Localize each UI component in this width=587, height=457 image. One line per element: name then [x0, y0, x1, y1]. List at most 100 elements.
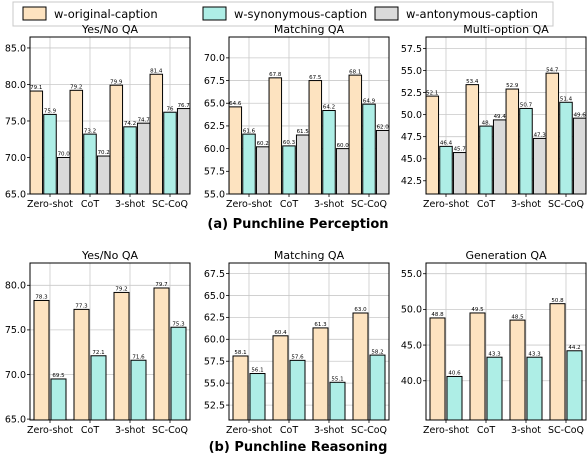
chart-panel-4: 65.0 70.0 75.0 80.0 78.3 69.5 Zero-shot 77.3 72.…	[5, 249, 191, 436]
data-label-2-1: 69.5	[52, 373, 65, 379]
x-tick-label: CoT	[477, 425, 495, 436]
legend-frame	[12, 1, 554, 27]
y-tick-label: 55.0	[401, 269, 422, 280]
bar-2-3	[329, 381, 346, 421]
axes-frame	[29, 262, 191, 421]
data-label-3-3: 60.0	[337, 143, 350, 149]
y-tick-label: 60.0	[204, 144, 225, 155]
data-label-2-3: 71.6	[132, 354, 145, 360]
data-label-3-3: 74.7	[138, 117, 151, 123]
bar-2-4	[362, 103, 376, 195]
data-label-2-4: 58.2	[371, 349, 383, 355]
chart-title: Yes/No QA	[81, 249, 139, 262]
data-label-1-1: 64.6	[229, 101, 242, 107]
data-label-2-4: 75.3	[172, 321, 185, 327]
data-label-1-4: 79.7	[155, 282, 168, 288]
bar-1-3	[509, 319, 526, 421]
data-label-2-4: 44.2	[568, 345, 580, 351]
data-label-2-1: 56.1	[251, 368, 263, 374]
x-tick-label: CoT	[81, 425, 99, 436]
x-tick-label: Zero-shot	[226, 425, 272, 436]
data-label-1-2: 79.2	[70, 85, 82, 91]
data-label-2-3: 55.1	[331, 376, 343, 382]
axes-frame	[228, 262, 390, 421]
y-tick-label: 65.0	[5, 189, 26, 200]
data-label-2-2: 72.1	[92, 350, 104, 356]
data-label-2-4: 51.4	[560, 96, 573, 102]
data-label-2-2: 43.3	[488, 351, 501, 357]
chart-panel-6: 40.0 45.0 50.0 55.0 48.8 40.6 Zero-shot 49.5 43.…	[401, 249, 587, 436]
bar-1-1	[228, 106, 243, 195]
y-tick-label: 55.0	[204, 189, 225, 200]
y-tick-label: 60.0	[204, 335, 225, 346]
data-label-2-1: 40.6	[448, 371, 461, 377]
y-tick-label: 47.5	[401, 132, 422, 143]
bar-3-2	[295, 134, 310, 195]
bar-2-1	[242, 133, 256, 195]
bar-3-1	[255, 146, 270, 195]
x-tick-label: CoT	[280, 199, 298, 210]
bar-2-1	[43, 113, 57, 195]
bar-2-4	[163, 111, 177, 195]
data-label-1-3: 61.3	[314, 322, 327, 328]
axes-frame	[29, 36, 191, 195]
data-label-3-2: 49.4	[494, 114, 507, 120]
bar-1-2	[469, 312, 486, 421]
axes-frame	[228, 36, 390, 195]
data-label-2-3: 74.2	[124, 121, 136, 127]
data-label-1-4: 50.8	[551, 298, 564, 304]
chart-title: Yes/No QA	[81, 23, 139, 36]
bar-1-2	[272, 335, 289, 421]
x-tick-label: SC-CoQ	[152, 199, 188, 210]
y-tick-label: 50.0	[401, 305, 422, 316]
y-tick-label: 85.0	[5, 43, 26, 54]
y-tick-label: 70.0	[204, 53, 225, 64]
bar-2-3	[123, 126, 137, 195]
y-tick-label: 62.5	[204, 313, 225, 324]
x-tick-label: 3-shot	[314, 425, 344, 436]
y-tick-label: 67.5	[204, 76, 225, 87]
bar-3-4	[176, 108, 191, 195]
y-tick-label: 57.5	[401, 44, 422, 55]
x-tick-label: 3-shot	[314, 199, 344, 210]
y-tick-label: 45.0	[401, 154, 422, 165]
data-label-2-4: 64.9	[363, 98, 376, 104]
bar-3-3	[136, 122, 151, 195]
y-tick-label: 80.0	[5, 281, 26, 292]
bar-2-1	[446, 375, 463, 421]
data-label-1-3: 79.9	[110, 79, 123, 85]
y-tick-label: 65.0	[204, 99, 225, 110]
bar-3-1	[56, 156, 71, 195]
y-tick-label: 50.0	[401, 110, 422, 121]
y-tick-label: 80.0	[5, 80, 26, 91]
y-tick-label: 52.5	[401, 88, 422, 99]
bar-2-4	[369, 354, 386, 421]
data-label-1-2: 53.4	[466, 79, 479, 85]
bar-1-1	[425, 95, 440, 195]
data-label-1-2: 60.4	[274, 330, 287, 336]
bar-2-2	[282, 145, 296, 195]
data-label-1-2: 49.5	[471, 307, 484, 313]
data-label-1-4: 81.4	[150, 68, 163, 74]
data-label-3-2: 70.2	[98, 150, 110, 156]
chart-panel-5: 52.5 55.0 57.5 60.0 62.5 65.0 67.5 58.1 56.1 Zero…	[204, 249, 390, 436]
chart-panel-1: 65.0 70.0 75.0 80.0 85.0 79.1 75.9 70.0 Zero-sho…	[5, 23, 191, 210]
legend-label-3: w-antonymous-caption	[406, 7, 538, 21]
data-label-1-4: 54.7	[546, 67, 559, 73]
bar-1-1	[29, 90, 44, 195]
bar-3-4	[375, 129, 390, 195]
bar-2-1	[50, 378, 67, 421]
data-label-2-3: 43.3	[528, 351, 541, 357]
bar-1-2	[69, 89, 84, 195]
axes-frame	[425, 36, 587, 195]
data-label-1-3: 52.9	[506, 83, 519, 89]
x-tick-label: 3-shot	[511, 199, 541, 210]
data-label-1-3: 48.5	[511, 314, 524, 320]
bar-3-2	[492, 119, 507, 195]
bar-2-2	[479, 125, 493, 195]
data-label-1-1: 78.3	[35, 295, 48, 301]
data-label-1-3: 79.2	[115, 287, 127, 293]
bar-1-4	[549, 303, 566, 421]
x-tick-label: SC-CoQ	[152, 425, 188, 436]
x-tick-label: SC-CoQ	[548, 199, 584, 210]
